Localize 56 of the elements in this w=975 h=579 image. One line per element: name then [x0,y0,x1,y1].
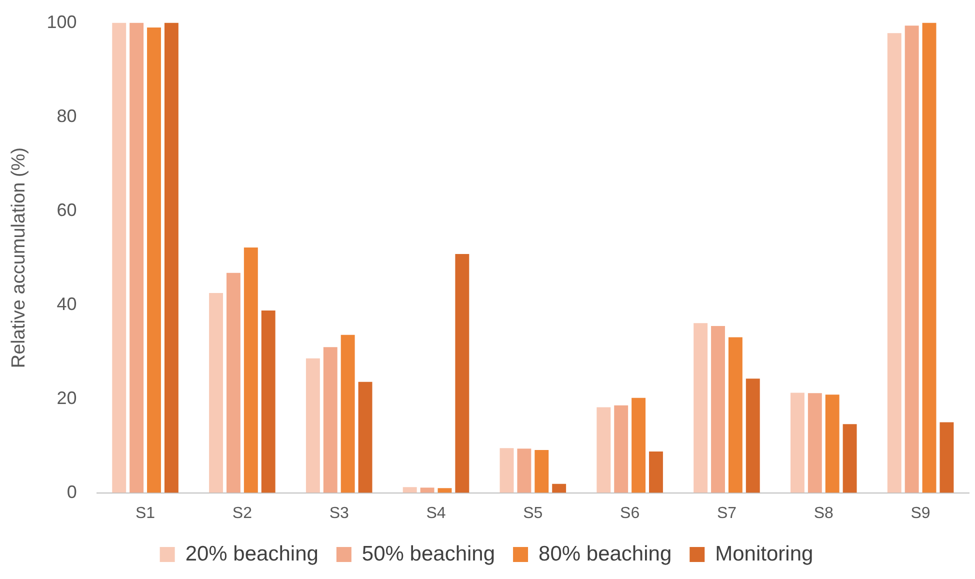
x-tick-label: S6 [620,504,640,522]
y-tick-label: 80 [56,106,77,126]
bar [825,394,840,493]
legend-label: 20% beaching [185,542,318,566]
x-tick-label: S9 [910,504,930,522]
bar [552,484,566,493]
x-tick-label: S3 [329,504,349,522]
bar [711,326,725,493]
bar [632,398,646,493]
bar [614,405,628,493]
bar [226,272,240,493]
legend-label: 80% beaching [538,542,672,566]
bar [164,22,178,493]
bar [596,407,611,493]
legend-label: Monitoring [715,542,814,566]
bar [323,347,338,493]
bar [402,487,417,493]
bar [244,247,258,493]
bar [517,448,532,493]
bar [842,424,857,493]
bar [261,310,276,493]
bar [112,22,126,493]
bar [534,450,549,493]
bar [649,451,663,493]
bar [306,358,320,493]
bar [728,337,742,493]
y-tick-label: 0 [66,482,77,502]
x-tick-label: S1 [135,504,156,522]
x-tick-label: S2 [232,504,252,522]
bar [420,488,434,493]
y-axis-title: Relative accumulation (%) [8,147,30,368]
y-tick-label: 100 [46,12,77,32]
bar [358,382,372,493]
bar [455,254,470,493]
y-tick-label: 20 [56,388,77,408]
bar [147,28,161,493]
bar [940,422,954,493]
bar [500,448,514,493]
legend-label: 50% beaching [362,542,496,566]
bar [922,22,936,493]
bar [130,22,144,493]
x-tick-label: S5 [523,504,543,522]
x-tick-label: S8 [814,504,834,522]
bar [209,293,224,493]
bar [808,393,822,493]
bar [438,488,452,493]
y-tick-label: 40 [56,294,77,314]
bar [904,26,919,493]
y-tick-label: 60 [56,200,77,220]
x-tick-label: S4 [426,504,446,522]
bar [694,323,708,493]
x-tick-label: S7 [716,504,737,522]
bar [887,33,902,493]
bar [340,334,355,493]
bar [790,392,804,493]
bar [746,378,760,493]
